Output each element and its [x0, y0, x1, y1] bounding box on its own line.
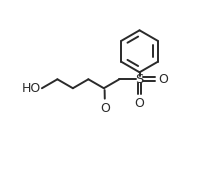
Text: O: O — [100, 102, 110, 115]
Text: O: O — [135, 97, 144, 110]
Text: HO: HO — [21, 82, 41, 95]
Text: O: O — [158, 73, 168, 86]
Text: S: S — [135, 73, 144, 86]
